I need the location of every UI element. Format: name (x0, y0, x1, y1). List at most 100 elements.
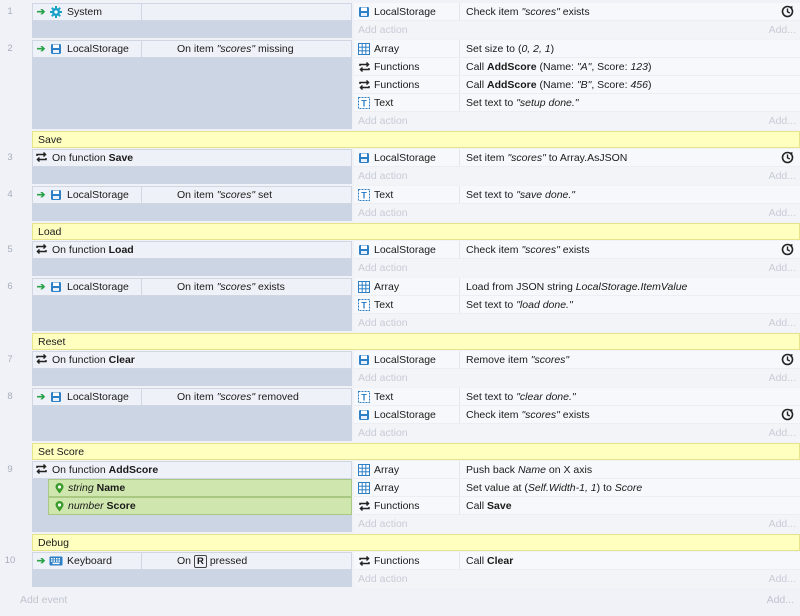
condition-row[interactable]: ➔ LocalStorage On item "scores" set (32, 186, 352, 204)
functions-icon (357, 61, 371, 73)
add-event-link[interactable]: Add event (20, 594, 68, 606)
group-header[interactable]: Load (32, 223, 800, 240)
action-text: Push back Name on X axis (466, 463, 593, 476)
add-action-more[interactable]: Add... (768, 427, 796, 439)
condition-row[interactable]: ➔ LocalStorage On item "scores" removed (32, 388, 352, 406)
svg-text:T: T (361, 98, 367, 108)
event-block[interactable]: On function Clear (32, 351, 352, 386)
action-object: Text (374, 188, 394, 201)
add-action-more[interactable]: Add... (768, 372, 796, 384)
parameter-pin-icon (55, 500, 64, 512)
text-icon: T (357, 298, 371, 311)
function-header[interactable]: On function Clear (32, 351, 352, 369)
action-object: LocalStorage (374, 408, 436, 421)
function-icon (35, 151, 48, 166)
actions-column: Functions Call Clear Add action Add... (354, 552, 800, 588)
add-action-link[interactable]: Add action Add... (354, 369, 800, 387)
condition-row[interactable]: ➔ LocalStorage On item "scores" exists (32, 278, 352, 296)
add-action-link[interactable]: Add action Add... (354, 112, 800, 130)
action-row[interactable]: LocalStorage Set item "scores" to Array.A… (354, 149, 800, 167)
add-action-more[interactable]: Add... (768, 262, 796, 274)
action-row[interactable]: T Text Set text to "setup done." (354, 94, 800, 112)
group-header[interactable]: Save (32, 131, 800, 148)
add-action-more[interactable]: Add... (768, 518, 796, 530)
condition-row[interactable]: ➔ System (32, 3, 352, 21)
add-action-link[interactable]: Add action Add... (354, 515, 800, 533)
event-block[interactable]: ➔ LocalStorage On item "scores" set (32, 186, 352, 221)
action-row[interactable]: Functions Call AddScore (Name: "B", Score… (354, 76, 800, 94)
action-row[interactable]: T Text Set text to "clear done." (354, 388, 800, 406)
add-action-link[interactable]: Add action Add... (354, 314, 800, 332)
action-text: Set text to "setup done." (466, 96, 579, 109)
localstorage-icon (49, 391, 63, 403)
function-header[interactable]: On function AddScore (32, 461, 352, 479)
action-separator (459, 552, 460, 569)
add-action-more[interactable]: Add... (768, 207, 796, 219)
add-event-more-link[interactable]: Add... (766, 594, 794, 606)
event-block[interactable]: ➔ LocalStorage On item "scores" exists (32, 278, 352, 331)
group-header[interactable]: Reset (32, 333, 800, 350)
add-action-more[interactable]: Add... (768, 24, 796, 36)
parameter-text: number Score (68, 500, 136, 512)
action-object: Array (374, 280, 400, 293)
add-action-link[interactable]: Add action Add... (354, 424, 800, 442)
actions-column: T Text Set text to "save done." Add action A… (354, 186, 800, 222)
text-icon: T (357, 96, 371, 109)
add-action-label: Add action (358, 170, 408, 182)
actions-column: LocalStorage Check item "scores" exists Ad… (354, 3, 800, 39)
condition-text: On item "scores" set (177, 189, 273, 201)
add-action-more[interactable]: Add... (768, 170, 796, 182)
event-block[interactable]: ➔ LocalStorage On item "scores" missing (32, 40, 352, 129)
group-header[interactable]: Set Score (32, 443, 800, 460)
add-action-more[interactable]: Add... (768, 115, 796, 127)
event-block[interactable]: On function Save (32, 149, 352, 184)
action-row[interactable]: T Text Set text to "load done." (354, 296, 800, 314)
action-row[interactable]: Functions Call Save (354, 497, 800, 515)
add-action-more[interactable]: Add... (768, 573, 796, 585)
action-row[interactable]: Array Set value at (Self.Width-1, 1) to S… (354, 479, 800, 497)
group-header[interactable]: Debug (32, 534, 800, 551)
actions-column: LocalStorage Check item "scores" exists Ad… (354, 241, 800, 277)
condition-text: On item "scores" removed (177, 391, 299, 403)
condition-separator (141, 41, 142, 57)
event-block[interactable]: ➔ LocalStorage On item "scores" removed (32, 388, 352, 441)
add-action-link[interactable]: Add action Add... (354, 204, 800, 222)
action-row[interactable]: LocalStorage Remove item "scores" (354, 351, 800, 369)
event-block[interactable]: ➔ System (32, 3, 352, 38)
action-separator (459, 94, 460, 111)
action-row[interactable]: Array Load from JSON string LocalStorage.… (354, 278, 800, 296)
add-action-link[interactable]: Add action Add... (354, 167, 800, 185)
condition-row[interactable]: ➔ LocalStorage On item "scores" missing (32, 40, 352, 58)
action-row[interactable]: T Text Set text to "save done." (354, 186, 800, 204)
action-row[interactable]: Functions Call AddScore (Name: "A", Score… (354, 58, 800, 76)
action-row[interactable]: Array Push back Name on X axis (354, 461, 800, 479)
action-row[interactable]: LocalStorage Check item "scores" exists (354, 3, 800, 21)
event-block[interactable]: On function AddScore string Name number Sc… (32, 461, 352, 532)
action-row[interactable]: Functions Call Clear (354, 552, 800, 570)
add-action-link[interactable]: Add action Add... (354, 570, 800, 588)
async-wait-icon (781, 243, 794, 256)
function-header[interactable]: On function Save (32, 149, 352, 167)
actions-column: T Text Set text to "clear done." LocalStora… (354, 388, 800, 442)
add-action-link[interactable]: Add action Add... (354, 21, 800, 39)
action-row[interactable]: Array Set size to (0, 2, 1) (354, 40, 800, 58)
function-header[interactable]: On function Load (32, 241, 352, 259)
function-parameter[interactable]: string Name (48, 479, 352, 497)
trigger-arrow-icon: ➔ (36, 281, 46, 293)
add-action-link[interactable]: Add action Add... (354, 259, 800, 277)
event-block[interactable]: On function Load (32, 241, 352, 276)
action-object: LocalStorage (374, 353, 436, 366)
text-icon: T (357, 188, 371, 201)
action-separator (459, 76, 460, 93)
function-title: On function Save (52, 152, 134, 164)
svg-text:T: T (361, 392, 367, 402)
action-row[interactable]: LocalStorage Check item "scores" exists (354, 406, 800, 424)
add-action-more[interactable]: Add... (768, 317, 796, 329)
action-row[interactable]: LocalStorage Check item "scores" exists (354, 241, 800, 259)
trigger-arrow-icon: ➔ (36, 6, 46, 18)
function-parameter[interactable]: number Score (48, 497, 352, 515)
action-separator (459, 351, 460, 368)
